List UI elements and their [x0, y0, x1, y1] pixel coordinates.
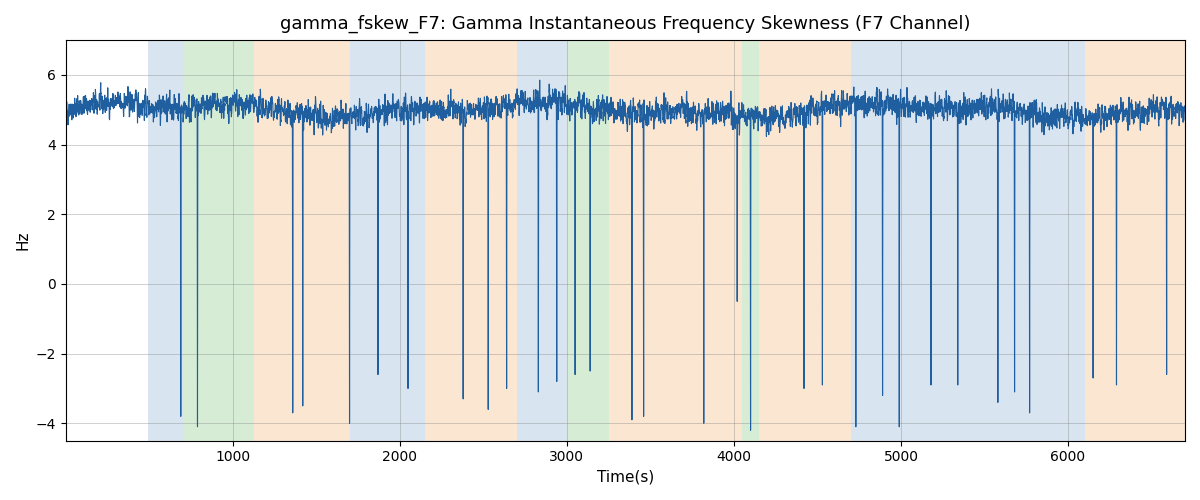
X-axis label: Time(s): Time(s) — [596, 470, 654, 485]
Bar — [425, 40, 517, 440]
Bar — [566, 40, 608, 440]
Bar — [182, 40, 254, 440]
Bar — [148, 40, 182, 440]
Bar — [851, 40, 1085, 440]
Bar — [517, 40, 566, 440]
Bar — [758, 40, 851, 440]
Y-axis label: Hz: Hz — [16, 230, 30, 250]
Bar — [743, 40, 758, 440]
Bar — [1085, 40, 1186, 440]
Bar — [254, 40, 349, 440]
Bar — [608, 40, 743, 440]
Bar — [349, 40, 425, 440]
Title: gamma_fskew_F7: Gamma Instantaneous Frequency Skewness (F7 Channel): gamma_fskew_F7: Gamma Instantaneous Freq… — [280, 15, 971, 34]
